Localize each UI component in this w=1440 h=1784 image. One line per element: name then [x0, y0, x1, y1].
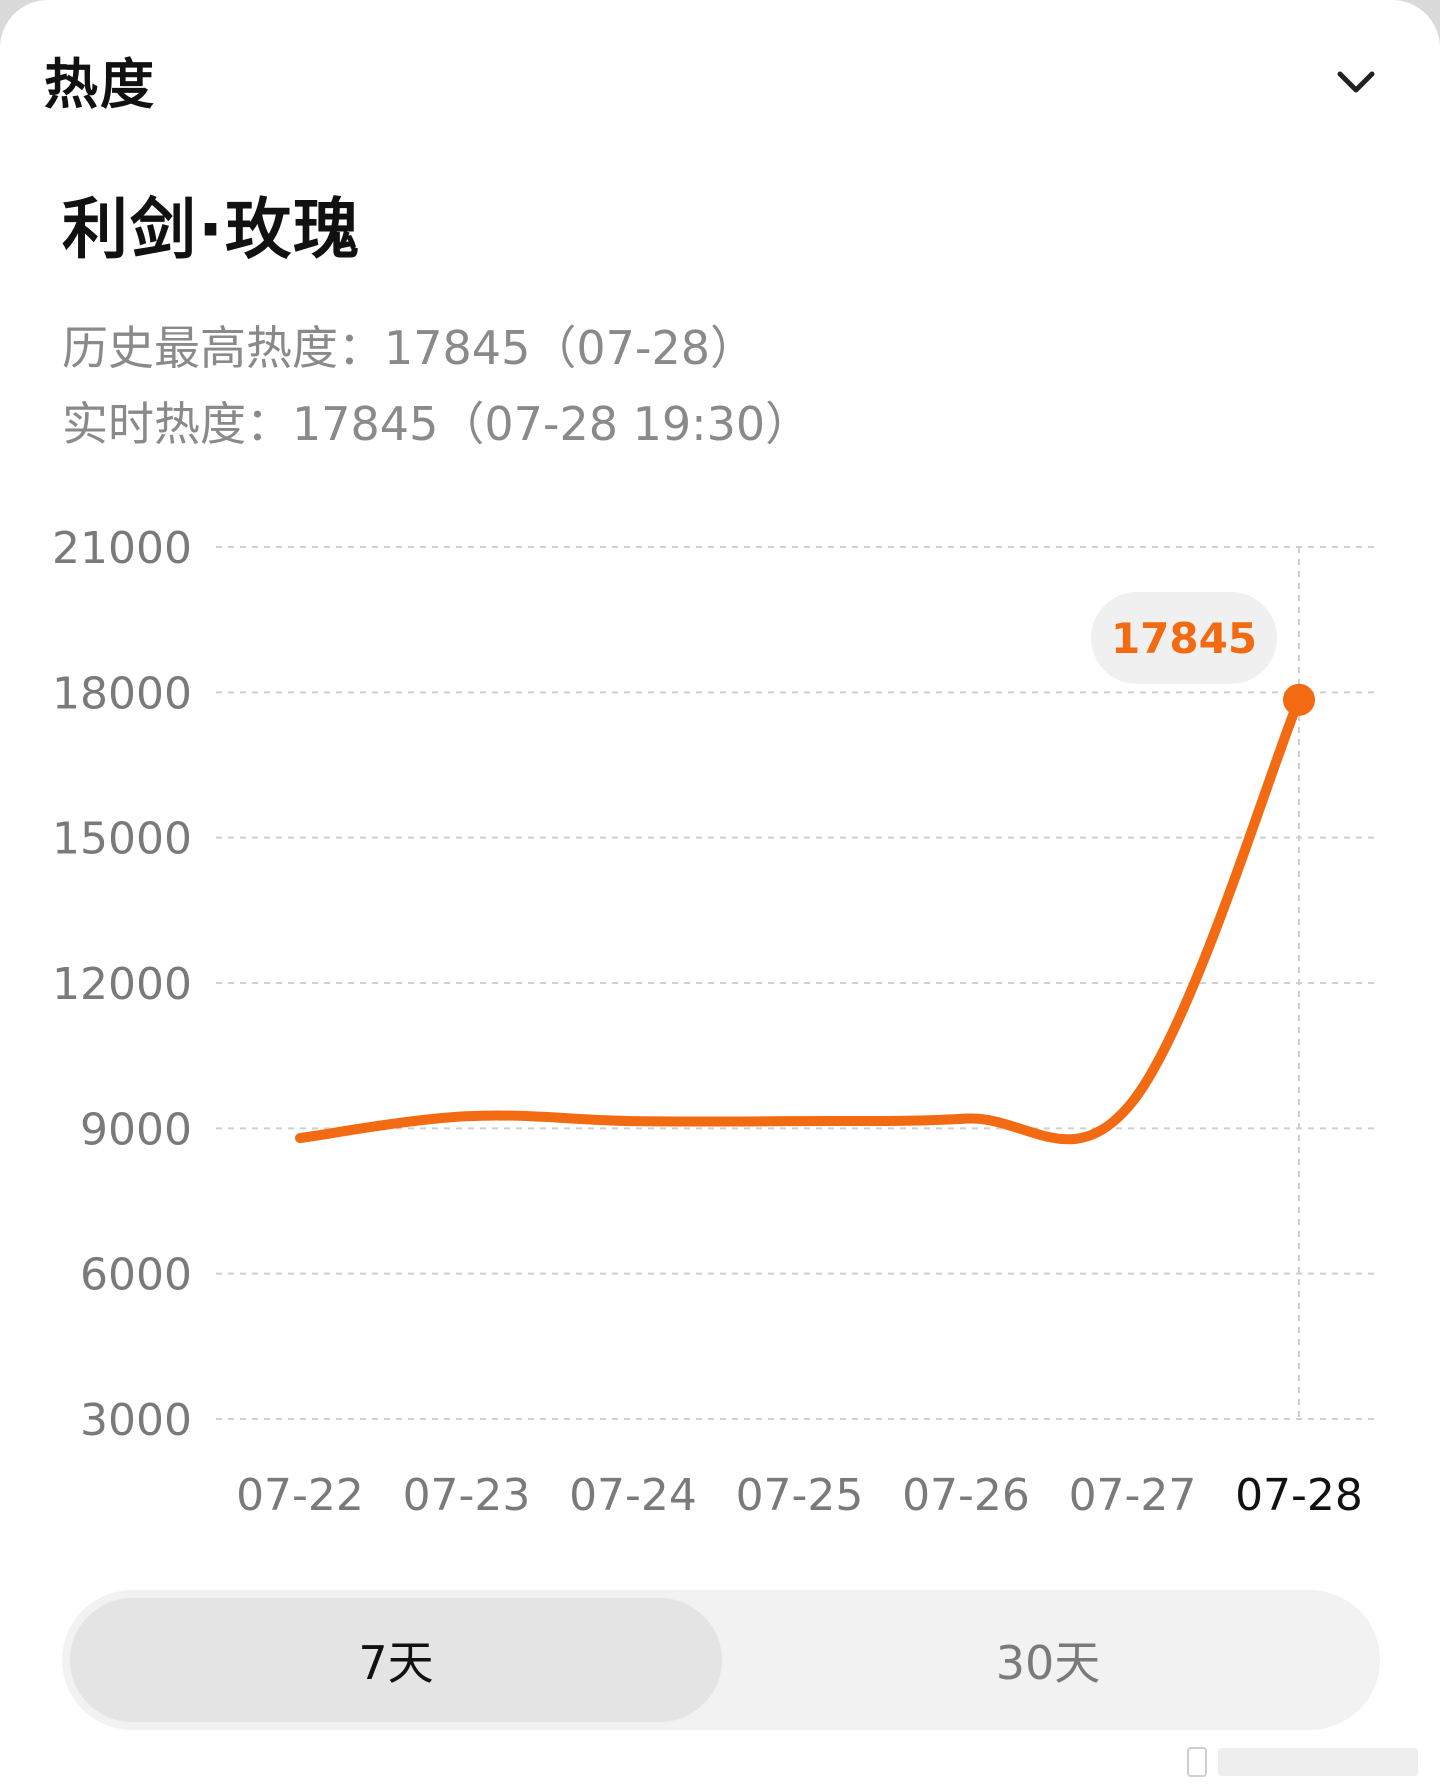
series-line	[295, 694, 1304, 1145]
y-tick-label: 18000	[52, 668, 192, 719]
range-30-days-button[interactable]: 30天	[995, 1636, 1101, 1690]
realtime-heat-text: 实时热度：17845（07-28 19:30）	[62, 397, 812, 451]
y-tick-label: 15000	[52, 814, 192, 865]
x-tick-label: 07-22	[236, 1470, 364, 1521]
x-tick-label: 07-24	[569, 1470, 697, 1521]
chevron-down-icon[interactable]	[1332, 58, 1380, 106]
y-tick-label: 9000	[80, 1104, 192, 1155]
x-tick-label: 07-28	[1235, 1470, 1363, 1521]
watermark-logo	[1187, 1747, 1418, 1777]
y-tick-label: 21000	[52, 523, 192, 574]
y-tick-label: 6000	[80, 1250, 192, 1301]
peak-value-label: 17845	[1111, 614, 1257, 663]
x-tick-label: 07-23	[403, 1470, 531, 1521]
panel-title: 热度	[44, 53, 156, 116]
data-point-highlight[interactable]	[1283, 683, 1315, 716]
peak-value-tooltip	[1091, 591, 1277, 684]
x-tick-label: 07-26	[902, 1470, 1030, 1521]
range-toggle: 7天 30天	[62, 1590, 1380, 1730]
x-tick-label: 07-25	[736, 1470, 864, 1521]
historical-peak-text: 历史最高热度：17845（07-28）	[62, 321, 756, 375]
range-7-days-button[interactable]: 7天	[70, 1598, 722, 1722]
x-tick-label: 07-27	[1069, 1470, 1197, 1521]
show-title: 利剑·玫瑰	[62, 191, 362, 268]
y-tick-label: 3000	[80, 1395, 192, 1446]
heat-line-chart: 21000 18000 15000 12000 9000 6000 3000 07-22 07-…	[52, 523, 1376, 1521]
y-tick-label: 12000	[52, 959, 192, 1010]
